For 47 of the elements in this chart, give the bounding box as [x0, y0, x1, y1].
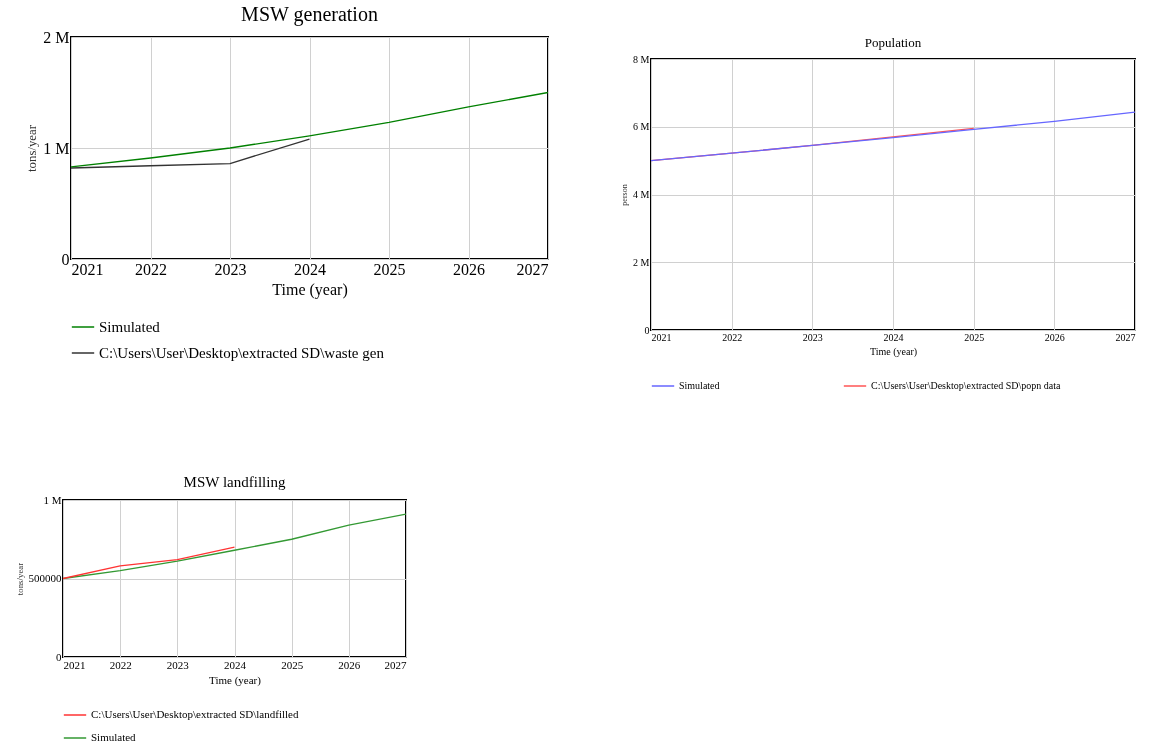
y-tick-label: 6 M [633, 121, 650, 133]
legend-label: Simulated [99, 319, 161, 335]
x-tick-label: 2024 [883, 331, 904, 343]
chart-title: MSW generation [241, 3, 378, 26]
y-axis-title: person [620, 184, 630, 206]
y-tick-label: 0 [56, 650, 62, 663]
x-tick-label: 2026 [453, 260, 485, 278]
x-tick-label: 2025 [964, 331, 985, 343]
legend-label: Simulated [91, 731, 137, 743]
x-tick-label: 2023 [214, 260, 247, 278]
y-tick-label: 2 M [633, 256, 650, 268]
y-tick-label: 500000 [28, 572, 62, 584]
x-axis-title: Time (year) [209, 673, 262, 687]
x-tick-label: 2024 [224, 658, 247, 671]
legend-label: Simulated [679, 380, 720, 391]
y-tick-label: 0 [644, 324, 650, 336]
y-tick-label: 1 M [43, 139, 70, 157]
x-tick-label: 2021 [63, 658, 86, 671]
y-tick-label: 1 M [43, 493, 62, 506]
x-tick-label: 2025 [281, 658, 304, 671]
x-tick-label: 2026 [338, 658, 361, 671]
chart-title: Population [864, 35, 922, 50]
y-axis-title: tons/year [14, 562, 25, 596]
x-tick-label: 2021 [71, 260, 104, 278]
x-tick-label: 2022 [135, 260, 167, 278]
x-tick-label: 2026 [1044, 331, 1065, 343]
x-tick-label: 2022 [722, 331, 743, 343]
x-axis-title: Time (year) [272, 280, 348, 299]
y-axis-title: tons/year [25, 124, 40, 172]
x-tick-label: 2024 [294, 260, 326, 278]
x-tick-label: 2023 [166, 658, 190, 671]
y-tick-label: 4 M [633, 189, 650, 200]
chart-title: MSW landfilling [183, 474, 286, 490]
y-tick-label: 2 M [43, 28, 70, 46]
x-axis-title: Time (year) [869, 345, 918, 358]
x-tick-label: 2022 [109, 658, 132, 671]
y-tick-label: 0 [61, 250, 70, 268]
x-tick-label: 2027 [384, 658, 407, 671]
y-tick-label: 8 M [633, 53, 650, 65]
x-tick-label: 2021 [651, 331, 672, 343]
legend-label: C:\Users\User\Desktop\extracted SD\popn data [871, 380, 1061, 391]
x-tick-label: 2027 [1115, 331, 1136, 343]
x-tick-label: 2025 [373, 260, 406, 278]
legend-label: C:\Users\User\Desktop\extracted SD\landfilled [91, 708, 299, 720]
legend-label: C:\Users\User\Desktop\extracted SD\waste gen [99, 345, 385, 361]
x-tick-label: 2023 [802, 331, 823, 343]
x-tick-label: 2027 [516, 260, 549, 278]
